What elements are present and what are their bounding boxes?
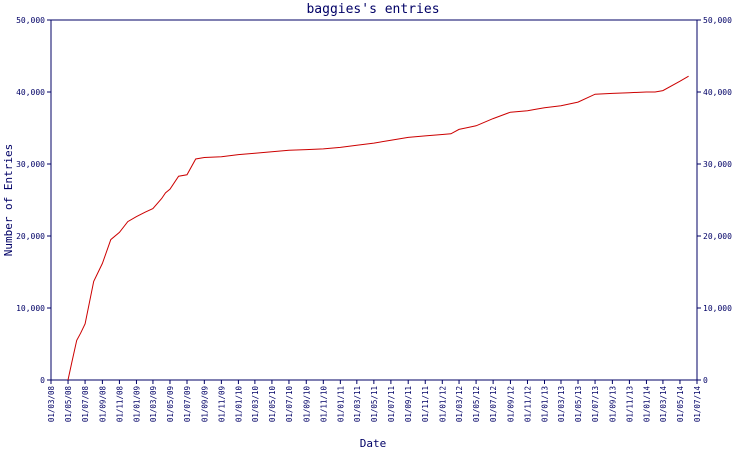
y-tick-label-right: 50,000 xyxy=(703,16,732,25)
x-tick-label: 01/01/14 xyxy=(642,386,651,423)
x-tick-label: 01/11/09 xyxy=(217,386,226,422)
x-tick-label: 01/09/08 xyxy=(98,386,107,423)
x-tick-label: 01/03/08 xyxy=(47,386,56,423)
y-tick-label-left: 30,000 xyxy=(16,160,45,169)
y-tick-label-right: 30,000 xyxy=(703,160,732,169)
x-tick-label: 01/05/13 xyxy=(574,386,583,422)
x-tick-label: 01/07/10 xyxy=(285,386,294,423)
x-tick-label: 01/05/11 xyxy=(370,386,379,422)
x-tick-label: 01/03/13 xyxy=(557,386,566,422)
x-tick-label: 01/09/10 xyxy=(302,386,311,423)
x-tick-label: 01/01/09 xyxy=(132,386,141,422)
y-tick-label-left: 10,000 xyxy=(16,304,45,313)
series-line xyxy=(67,75,689,381)
left-axis-ticks: 0 10,000 20,000 30,000 40,000 50,000 xyxy=(16,16,51,385)
x-tick-label: 01/09/12 xyxy=(506,386,515,422)
y-tick-label-right: 0 xyxy=(703,376,708,385)
x-tick-label: 01/05/14 xyxy=(676,386,685,423)
x-tick-label: 01/07/12 xyxy=(489,386,498,422)
x-tick-label: 01/01/10 xyxy=(234,386,243,423)
x-tick-label: 01/03/09 xyxy=(149,386,158,422)
x-tick-label: 01/01/11 xyxy=(336,386,345,422)
y-tick-label-right: 10,000 xyxy=(703,304,732,313)
right-axis-ticks: 0 10,000 20,000 30,000 40,000 50,000 xyxy=(697,16,732,385)
y-tick-label-left: 20,000 xyxy=(16,232,45,241)
x-tick-label: 01/11/08 xyxy=(115,386,124,423)
x-tick-label: 01/09/09 xyxy=(200,386,209,422)
x-tick-label: 01/03/10 xyxy=(251,386,260,423)
x-tick-label: 01/05/10 xyxy=(268,386,277,423)
x-tick-label: 01/07/08 xyxy=(81,386,90,423)
x-tick-label: 01/05/09 xyxy=(166,386,175,422)
x-tick-label: 01/07/13 xyxy=(591,386,600,422)
x-axis-label: Date xyxy=(360,437,387,450)
y-tick-label-left: 0 xyxy=(40,376,45,385)
chart-title: baggies's entries xyxy=(306,2,439,17)
x-tick-label: 01/03/14 xyxy=(659,386,668,423)
y-axis-label: Number of Entries xyxy=(2,144,15,257)
x-axis-ticks: 01/03/08 01/05/08 01/07/08 01/09/08 01/11/08… xyxy=(47,380,702,422)
x-tick-label: 01/03/11 xyxy=(353,386,362,422)
x-tick-label: 01/07/14 xyxy=(693,386,702,423)
x-tick-label: 01/05/12 xyxy=(472,386,481,422)
x-tick-label: 01/11/10 xyxy=(319,386,328,423)
plot-area xyxy=(50,19,698,381)
x-tick-label: 01/03/12 xyxy=(455,386,464,422)
x-tick-label: 01/05/08 xyxy=(64,386,73,423)
x-tick-label: 01/07/09 xyxy=(183,386,192,422)
x-tick-label: 01/11/13 xyxy=(625,386,634,422)
x-tick-label: 01/11/12 xyxy=(523,386,532,422)
y-tick-label-left: 40,000 xyxy=(16,88,45,97)
x-tick-label: 01/07/11 xyxy=(387,386,396,422)
x-tick-label: 01/09/11 xyxy=(404,386,413,422)
x-tick-label: 01/11/11 xyxy=(421,386,430,422)
y-tick-label-right: 20,000 xyxy=(703,232,732,241)
y-tick-label-left: 50,000 xyxy=(16,16,45,25)
x-tick-label: 01/09/13 xyxy=(608,386,617,422)
x-tick-label: 01/01/13 xyxy=(541,386,550,422)
y-tick-label-right: 40,000 xyxy=(703,88,732,97)
x-tick-label: 01/01/12 xyxy=(438,386,447,422)
